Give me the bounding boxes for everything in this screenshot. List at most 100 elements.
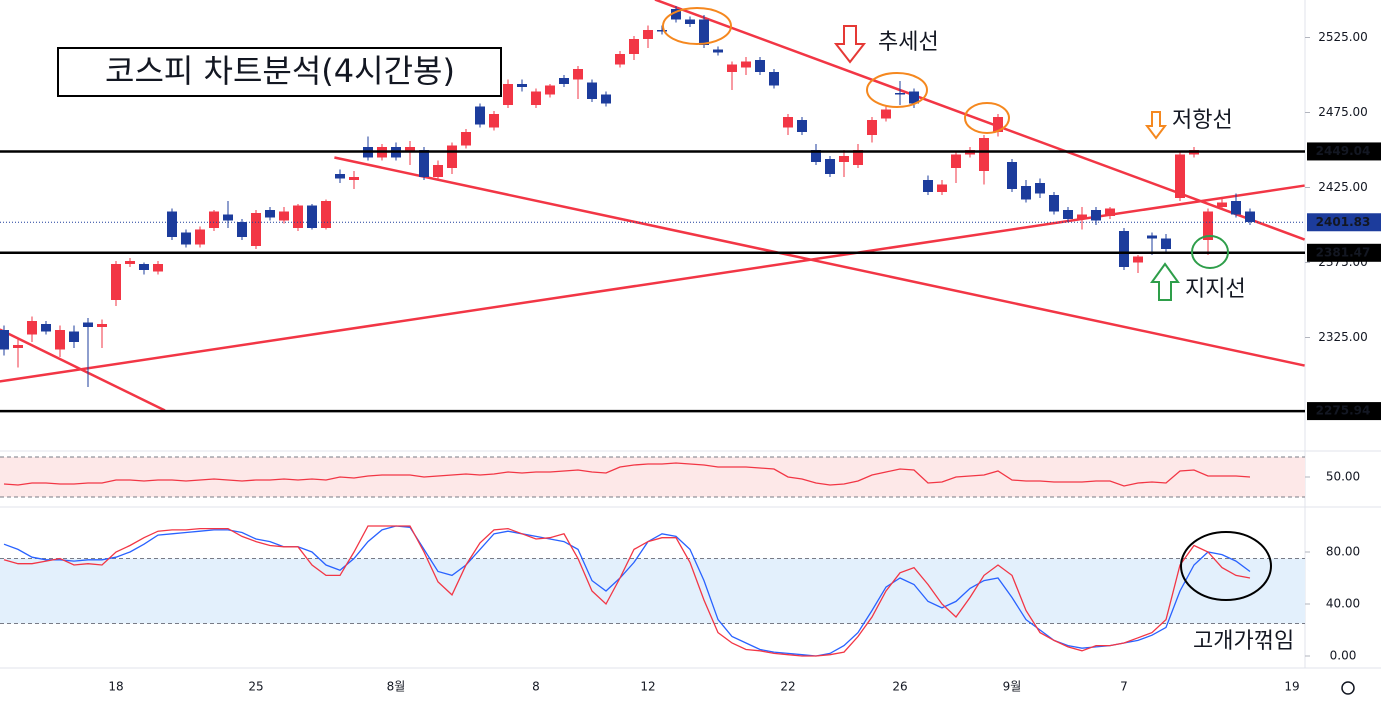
- candle-body: [251, 213, 261, 246]
- y-tick-label: 40.00: [1326, 597, 1360, 611]
- price-label-bg: [1307, 213, 1381, 232]
- candle-body: [1049, 195, 1059, 212]
- annotations: 코스피 차트분석(4시간봉) 추세선 저항선 지지선 고개가꺾임: [57, 7, 1355, 695]
- y-tick-label: 50.00: [1326, 470, 1360, 484]
- chart-title: 코스피 차트분석(4시간봉): [105, 52, 455, 90]
- candle-body: [433, 165, 443, 177]
- candle-body: [769, 72, 779, 86]
- candle-body: [139, 264, 149, 270]
- x-tick-label: 12: [640, 680, 655, 694]
- candle-body: [839, 156, 849, 162]
- candle-body: [27, 321, 37, 335]
- arrow-down: [1145, 111, 1167, 140]
- candle-body: [503, 84, 513, 105]
- candle-body: [951, 154, 961, 168]
- candle-body: [0, 330, 9, 350]
- candle-body: [335, 174, 345, 179]
- x-tick-label: 18: [108, 680, 123, 694]
- candle-body: [741, 61, 751, 68]
- indicator-line: [3, 525, 1251, 657]
- candle-body: [993, 117, 1003, 132]
- candle-body: [1063, 210, 1073, 219]
- candle-body: [41, 324, 51, 332]
- y-tick-label: 2475.00: [1318, 105, 1368, 119]
- candle-body: [489, 114, 499, 128]
- title-box: [57, 47, 502, 97]
- candle-body: [1147, 235, 1157, 239]
- main-plot: [0, 0, 1305, 412]
- x-tick-label: 8: [532, 680, 540, 694]
- candle-body: [671, 9, 681, 20]
- candle-body: [1091, 210, 1101, 221]
- candle-body: [1231, 201, 1241, 215]
- price-label-bg: [1307, 243, 1381, 262]
- candle-body: [937, 184, 947, 192]
- y-tick-label: 0.00: [1330, 649, 1357, 663]
- candle-body: [321, 201, 331, 228]
- candle-body: [755, 60, 765, 72]
- candle-body: [601, 94, 611, 104]
- candle-body: [97, 324, 107, 327]
- candle-body: [699, 19, 709, 45]
- price-label: 2401.83: [1316, 215, 1371, 229]
- x-tick-label: 8월: [387, 680, 406, 694]
- candle-body: [643, 30, 653, 39]
- candle-body: [279, 211, 289, 221]
- y-tick-label: 2525.00: [1318, 30, 1368, 44]
- candle-body: [125, 261, 135, 264]
- band-fill: [0, 457, 1305, 497]
- price-label-bg: [1307, 142, 1381, 161]
- indicator-line: [3, 525, 1251, 657]
- x-tick-label: 7: [1120, 680, 1128, 694]
- candle-body: [111, 264, 121, 300]
- candle-body: [69, 331, 79, 342]
- x-tick-label: 22: [780, 680, 795, 694]
- candle-body: [895, 93, 905, 95]
- candle-body: [1021, 186, 1031, 200]
- candle-body: [531, 91, 541, 105]
- candle-body: [909, 91, 919, 104]
- candle-body: [685, 19, 695, 24]
- x-tick-label: 9월: [1003, 680, 1022, 694]
- candle-body: [1217, 202, 1227, 207]
- trend-line: [654, 0, 1305, 241]
- candle-body: [559, 78, 569, 84]
- candle-body: [881, 109, 891, 119]
- settings-icon[interactable]: [1341, 681, 1355, 695]
- y-tick-label: 80.00: [1326, 545, 1360, 559]
- arrow-up: [1150, 262, 1180, 301]
- candle-body: [713, 49, 723, 53]
- highlight-ellipse: [1191, 235, 1229, 269]
- x-tick-label: 25: [248, 680, 263, 694]
- candle-body: [517, 84, 527, 87]
- candle-body: [811, 150, 821, 162]
- y-tick-label: 2325.00: [1318, 330, 1368, 344]
- highlight-ellipse: [662, 7, 732, 45]
- candle-body: [447, 145, 457, 168]
- candle-body: [1175, 154, 1185, 198]
- indicator-line: [3, 462, 1251, 487]
- price-label-bg: [1307, 402, 1381, 421]
- candle-body: [657, 30, 667, 32]
- candle-body: [545, 85, 555, 95]
- candle-body: [419, 150, 429, 177]
- candle-body: [797, 120, 807, 132]
- highlight-ellipse: [866, 72, 928, 108]
- candle-body: [867, 120, 877, 135]
- candle-body: [167, 211, 177, 237]
- candle-body: [237, 222, 247, 237]
- candle-body: [223, 214, 233, 221]
- candle-body: [83, 322, 93, 327]
- x-tick-label: 19: [1284, 680, 1299, 694]
- candle-body: [1119, 231, 1129, 267]
- candle-body: [853, 150, 863, 165]
- trend-line: [334, 156, 1305, 367]
- candle-body: [825, 159, 835, 174]
- candle-body: [153, 264, 163, 272]
- candle-body: [1133, 256, 1143, 263]
- candle-body: [55, 330, 65, 350]
- y-tick-label: 2425.00: [1318, 180, 1368, 194]
- candle-body: [13, 345, 23, 348]
